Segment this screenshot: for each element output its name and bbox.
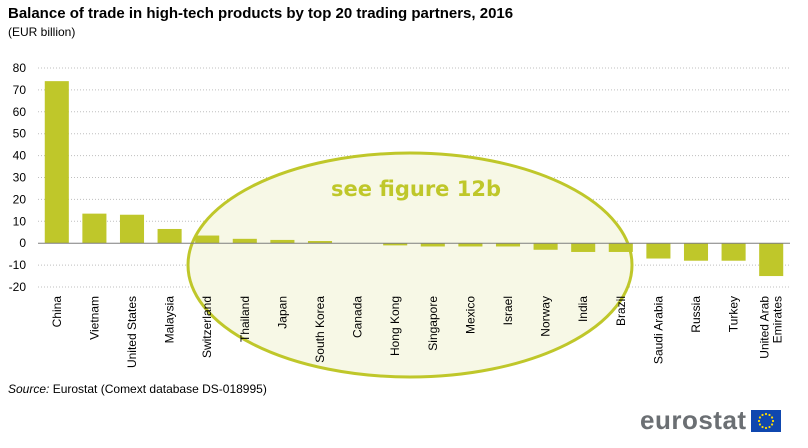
bar-brazil — [608, 243, 633, 252]
bar-japan — [270, 239, 295, 244]
svg-text:Russia: Russia — [689, 296, 703, 333]
y-tick-label: -20 — [9, 280, 27, 294]
svg-text:Emirates: Emirates — [771, 296, 785, 343]
eurostat-logo: eurostat — [640, 405, 781, 436]
x-tick-label: Canada — [351, 296, 365, 338]
y-tick-label: 60 — [13, 105, 27, 119]
x-tick-label: Mexico — [463, 296, 477, 334]
svg-text:Canada: Canada — [351, 296, 365, 338]
bar-india — [571, 243, 596, 252]
annotation-ellipse — [186, 151, 634, 379]
bar-turkey — [721, 243, 746, 261]
x-tick-label: United States — [125, 296, 139, 368]
svg-text:Hong Kong: Hong Kong — [388, 296, 402, 356]
bar-saudi-arabia — [646, 243, 671, 259]
x-tick-label: Thailand — [238, 296, 252, 342]
bar-united-arab-emirates — [759, 243, 784, 277]
svg-text:Malaysia: Malaysia — [163, 296, 177, 344]
svg-text:Norway: Norway — [539, 296, 553, 337]
x-tick-label: Israel — [501, 296, 515, 325]
y-tick-label: 20 — [13, 192, 27, 206]
annotation-text: see figure 12b — [331, 177, 501, 201]
x-tick-label: China — [50, 296, 64, 328]
bar-singapore — [420, 243, 445, 247]
x-tick-label: Brazil — [614, 296, 628, 326]
x-tick-label: Singapore — [426, 296, 440, 351]
x-tick-label: Japan — [275, 296, 289, 329]
x-tick-label: Russia — [689, 296, 703, 333]
x-tick-label: Vietnam — [87, 296, 101, 340]
x-tick-label: India — [576, 296, 590, 322]
eu-flag-icon — [750, 409, 781, 432]
svg-text:United States: United States — [125, 296, 139, 368]
svg-text:India: India — [576, 296, 590, 322]
y-tick-label: 80 — [13, 61, 27, 75]
x-tick-label: Switzerland — [200, 296, 214, 358]
svg-text:Thailand: Thailand — [238, 296, 252, 342]
chart-title: Balance of trade in high-tech products b… — [8, 5, 514, 22]
svg-text:Turkey: Turkey — [727, 296, 741, 332]
svg-text:Japan: Japan — [275, 296, 289, 329]
x-tick-label: Turkey — [727, 296, 741, 332]
y-tick-label: 10 — [13, 214, 27, 228]
bar-south-korea — [307, 241, 333, 244]
bar-russia — [683, 243, 709, 261]
svg-text:Mexico: Mexico — [463, 296, 477, 334]
bar-norway — [533, 243, 558, 250]
svg-text:Switzerland: Switzerland — [200, 296, 214, 358]
x-tick-label: Norway — [539, 296, 553, 337]
svg-text:Israel: Israel — [501, 296, 515, 325]
bar-mexico — [458, 243, 483, 247]
bar-thailand — [232, 238, 257, 244]
bar-chart: 80 70 60 50 40 30 20 10 0 -10 -20 see figure 12b Chi… — [9, 61, 790, 379]
y-tick-label: 50 — [13, 127, 27, 141]
svg-text:Brazil: Brazil — [614, 296, 628, 326]
bar-switzerland — [195, 235, 220, 244]
y-tick-label: 70 — [13, 83, 27, 97]
bar-malaysia — [157, 228, 182, 244]
bar-israel — [495, 243, 521, 247]
y-tick-label: 30 — [13, 171, 27, 185]
svg-text:China: China — [50, 296, 64, 328]
svg-text:Saudi Arabia: Saudi Arabia — [651, 296, 665, 364]
source-label: Source: — [8, 382, 50, 396]
x-tick-label: Hong Kong — [388, 296, 402, 356]
y-tick-label: -10 — [9, 258, 27, 272]
bar-vietnam — [82, 213, 107, 244]
bar-hong-kong — [383, 243, 408, 246]
x-tick-label: Saudi Arabia — [651, 296, 665, 364]
source-note: Source: Eurostat (Comext database DS-018… — [8, 382, 267, 396]
unit-label: (EUR billion) — [8, 25, 76, 39]
x-tick-label: United Arab Emirates — [758, 296, 785, 359]
svg-text:Vietnam: Vietnam — [87, 296, 101, 340]
source-text: Eurostat (Comext database DS-018995) — [52, 382, 267, 396]
svg-text:South Korea: South Korea — [313, 296, 327, 363]
y-tick-label: 0 — [19, 236, 26, 250]
svg-text:Singapore: Singapore — [426, 296, 440, 351]
logo-text: eurostat — [640, 405, 747, 435]
x-tick-label: South Korea — [313, 296, 327, 363]
y-tick-label: 40 — [13, 149, 27, 163]
bar-united-states — [119, 214, 145, 244]
bar-china — [44, 81, 69, 244]
x-tick-label: Malaysia — [163, 296, 177, 344]
svg-text:United Arab: United Arab — [758, 296, 772, 359]
